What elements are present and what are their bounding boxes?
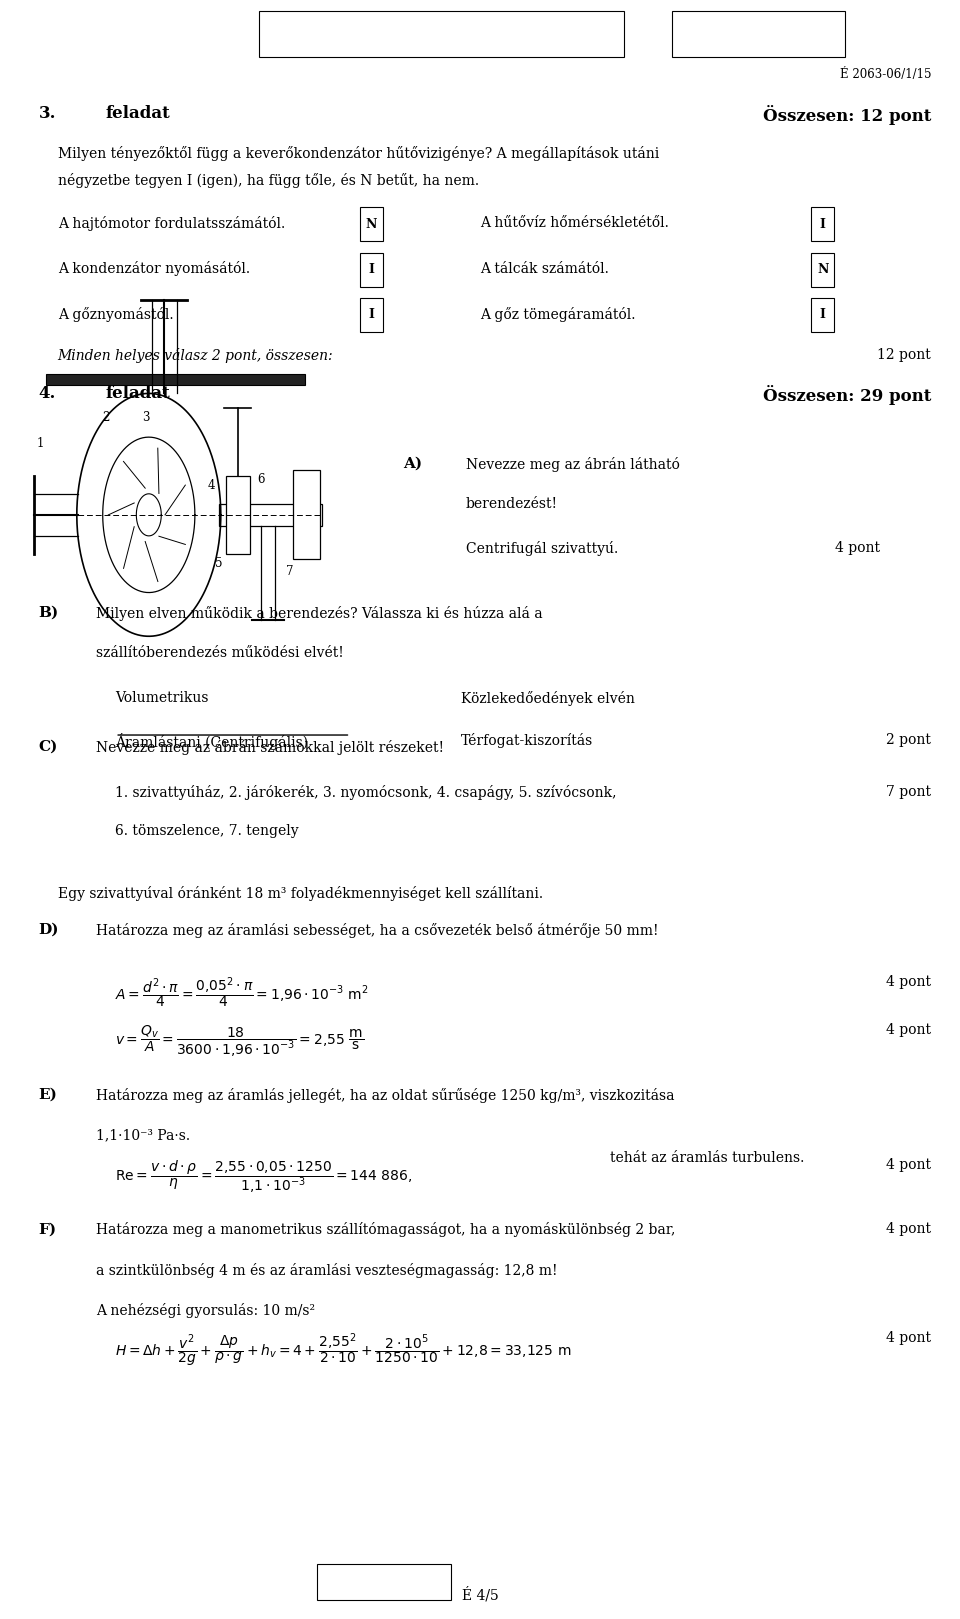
Text: Egy szivattyúval óránként 18 m³ folyadékmennyiséget kell szállítani.: Egy szivattyúval óránként 18 m³ folyadé… xyxy=(58,886,542,900)
Text: 1: 1 xyxy=(36,437,44,450)
Text: Határozza meg az áramlási sebességet, ha a csővezeték belső átmérője 50 mm!: Határozza meg az áramlási sebességet, ha… xyxy=(96,923,659,937)
Text: Közlekedőedények elvén: Közlekedőedények elvén xyxy=(461,691,635,706)
Text: Milyen elven működik a berendezés? Válassza ki és húzza alá a: Milyen elven működik a berendezés? Válas… xyxy=(96,606,542,620)
Text: 7: 7 xyxy=(286,565,294,578)
Text: 4 pont: 4 pont xyxy=(886,1158,931,1172)
Text: 2 pont: 2 pont xyxy=(886,733,931,748)
Text: feladat: feladat xyxy=(106,105,170,123)
Text: É 2063-06/1/15: É 2063-06/1/15 xyxy=(840,68,931,81)
Text: É 4/5: É 4/5 xyxy=(462,1587,498,1603)
Text: 6. tömszelence, 7. tengely: 6. tömszelence, 7. tengely xyxy=(115,824,299,839)
Bar xyxy=(360,253,383,287)
Text: tehát az áramlás turbulens.: tehát az áramlás turbulens. xyxy=(610,1151,804,1166)
Text: Minden helyes válasz 2 pont, összesen:: Minden helyes válasz 2 pont, összesen: xyxy=(58,348,333,363)
Text: Összesen: 29 pont: Összesen: 29 pont xyxy=(763,385,931,405)
Text: I: I xyxy=(369,262,374,277)
Bar xyxy=(259,11,624,57)
Text: $H = \Delta h + \dfrac{v^2}{2g} + \dfrac{\Delta p}{\rho \cdot g} + h_v = 4 + \df: $H = \Delta h + \dfrac{v^2}{2g} + \dfrac… xyxy=(115,1331,571,1368)
Text: $\mathrm{Re} = \dfrac{v \cdot d \cdot \rho}{\eta} = \dfrac{2{,}55 \cdot 0{,}05 \: $\mathrm{Re} = \dfrac{v \cdot d \cdot \r… xyxy=(115,1158,413,1195)
Text: Centrifugál szivattyú.: Centrifugál szivattyú. xyxy=(466,541,618,555)
Bar xyxy=(219,504,322,526)
Text: berendezést!: berendezést! xyxy=(466,497,558,512)
Text: A gőz tömegáramától.: A gőz tömegáramától. xyxy=(480,306,636,322)
Text: D): D) xyxy=(38,923,59,937)
Text: 5: 5 xyxy=(215,557,223,570)
Text: szállítóberendezés működési elvét!: szállítóberendezés működési elvét! xyxy=(96,646,344,661)
Text: Milyen tényezőktől függ a keverőkondenzátor hűtővizigénye? A megállapítások után: Milyen tényezőktől függ a keverőkondenzá… xyxy=(58,146,659,160)
Bar xyxy=(811,253,834,287)
Bar xyxy=(672,11,845,57)
Bar xyxy=(46,374,305,385)
Text: I: I xyxy=(369,308,374,322)
Text: Térfogat-kiszorítás: Térfogat-kiszorítás xyxy=(461,733,593,748)
Text: Összesen: 12 pont: Összesen: 12 pont xyxy=(763,105,931,125)
Text: 4 pont: 4 pont xyxy=(835,541,880,555)
Text: N: N xyxy=(817,262,828,277)
Text: 4 pont: 4 pont xyxy=(886,975,931,989)
Text: A hűtővíz hőmérsékletétől.: A hűtővíz hőmérsékletétől. xyxy=(480,217,669,230)
Text: A gőznyomástól.: A gőznyomástól. xyxy=(58,306,173,322)
Text: 6: 6 xyxy=(257,473,265,486)
Text: Áramlástani (Centrifugális): Áramlástani (Centrifugális) xyxy=(115,733,308,751)
Text: feladat: feladat xyxy=(106,385,170,403)
Text: 4 pont: 4 pont xyxy=(886,1331,931,1345)
Text: 1,1·10⁻³ Pa·s.: 1,1·10⁻³ Pa·s. xyxy=(96,1128,190,1143)
Text: I: I xyxy=(820,217,826,232)
Text: $v = \dfrac{Q_v}{A} = \dfrac{18}{3600 \cdot 1{,}96 \cdot 10^{-3}} = 2{,}55\ \dfr: $v = \dfrac{Q_v}{A} = \dfrac{18}{3600 \c… xyxy=(115,1023,364,1059)
Text: 2: 2 xyxy=(102,411,109,424)
Bar xyxy=(317,1564,451,1600)
Text: 12 pont: 12 pont xyxy=(877,348,931,363)
Text: F): F) xyxy=(38,1222,57,1237)
Bar xyxy=(811,298,834,332)
Text: négyzetbe tegyen I (igen), ha függ tőle, és N betűt, ha nem.: négyzetbe tegyen I (igen), ha függ tőle,… xyxy=(58,173,479,188)
Text: 4: 4 xyxy=(207,479,215,492)
Text: A): A) xyxy=(403,457,422,471)
Bar xyxy=(226,476,250,554)
Bar xyxy=(360,207,383,241)
Bar xyxy=(360,298,383,332)
Text: Volumetrikus: Volumetrikus xyxy=(115,691,208,706)
Text: A nehézségi gyorsulás: 10 m/s²: A nehézségi gyorsulás: 10 m/s² xyxy=(96,1303,315,1318)
Text: Határozza meg a manometrikus szállítómagasságot, ha a nyomáskülönbség 2 bar,: Határozza meg a manometrikus szállítómag… xyxy=(96,1222,676,1237)
Text: I: I xyxy=(820,308,826,322)
Text: 4.: 4. xyxy=(38,385,56,403)
Text: E): E) xyxy=(38,1088,58,1103)
Text: 7 pont: 7 pont xyxy=(886,785,931,800)
Text: 3: 3 xyxy=(142,411,150,424)
Text: Nevezze meg az ábrán látható: Nevezze meg az ábrán látható xyxy=(466,457,680,471)
Text: 4 pont: 4 pont xyxy=(886,1222,931,1237)
Text: 4 pont: 4 pont xyxy=(886,1023,931,1038)
Text: a szintkülönbség 4 m és az áramlási veszteségmagasság: 12,8 m!: a szintkülönbség 4 m és az áramlási vesz… xyxy=(96,1263,558,1277)
Text: B): B) xyxy=(38,606,59,620)
Text: Nevezze meg az ábrán számokkal jelölt részeket!: Nevezze meg az ábrán számokkal jelölt ré… xyxy=(96,740,444,754)
Text: A tálcák számától.: A tálcák számától. xyxy=(480,262,609,275)
Text: 1. szivattyúház, 2. járókerék, 3. nyomócsonk, 4. csapágy, 5. szívócsonk,: 1. szivattyúház, 2. járókerék, 3. nyomó… xyxy=(115,785,616,800)
Text: $A = \dfrac{d^2 \cdot \pi}{4} = \dfrac{0{,}05^2 \cdot \pi}{4} = 1{,}96 \cdot 10^: $A = \dfrac{d^2 \cdot \pi}{4} = \dfrac{0… xyxy=(115,975,369,1010)
Text: N: N xyxy=(366,217,377,232)
Text: 3.: 3. xyxy=(38,105,56,123)
Text: Határozza meg az áramlás jellegét, ha az oldat sűrűsége 1250 kg/m³, viszkozitása: Határozza meg az áramlás jellegét, ha az… xyxy=(96,1088,675,1103)
Text: A kondenzátor nyomásától.: A kondenzátor nyomásától. xyxy=(58,261,250,277)
Text: A hajtómotor fordulatsszámától.: A hajtómotor fordulatsszámától. xyxy=(58,215,285,232)
Text: C): C) xyxy=(38,740,58,754)
Bar xyxy=(811,207,834,241)
Bar xyxy=(293,470,320,559)
